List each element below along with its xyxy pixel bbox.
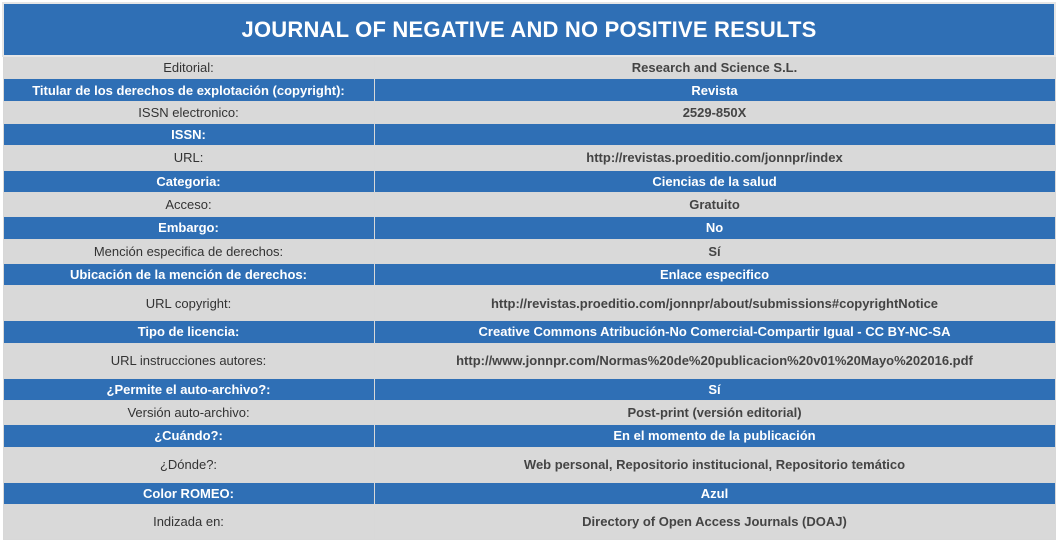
row-value: Enlace especifico xyxy=(373,262,1056,287)
journal-title: JOURNAL OF NEGATIVE AND NO POSITIVE RESU… xyxy=(2,1,1056,58)
row-label: Ubicación de la mención de derechos: xyxy=(2,262,375,287)
row-issn: ISSN: xyxy=(2,122,1056,147)
row-value: Sí xyxy=(373,377,1056,401)
row-archive-version: Versión auto-archivo: Post-print (versió… xyxy=(2,399,1056,426)
row-embargo: Embargo: No xyxy=(2,216,1056,240)
row-rights-mention: Mención especifica de derechos: Sí xyxy=(2,238,1056,265)
row-indexed-in: Indizada en: Directory of Open Access Jo… xyxy=(2,503,1056,541)
row-label: URL: xyxy=(2,145,375,171)
row-editorial: Editorial: Research and Science S.L. xyxy=(2,55,1056,80)
row-label: Mención especifica de derechos: xyxy=(2,238,375,265)
row-label: ¿Dónde?: xyxy=(2,446,375,483)
row-value: http://revistas.proeditio.com/jonnpr/abo… xyxy=(373,285,1056,322)
row-label: Editorial: xyxy=(2,55,375,80)
row-value xyxy=(373,122,1056,147)
row-label: Tipo de licencia: xyxy=(2,320,375,344)
row-self-archiving: ¿Permite el auto-archivo?: Sí xyxy=(2,377,1056,401)
row-label: ¿Permite el auto-archivo?: xyxy=(2,377,375,401)
row-label: Color ROMEO: xyxy=(2,481,375,505)
row-url: URL: http://revistas.proeditio.com/jonnp… xyxy=(2,145,1056,171)
row-value: Directory of Open Access Journals (DOAJ) xyxy=(373,503,1056,541)
row-value: No xyxy=(373,216,1056,240)
row-label: Titular de los derechos de explotación (… xyxy=(2,78,375,102)
row-romeo-color: Color ROMEO: Azul xyxy=(2,481,1056,505)
row-value: http://revistas.proeditio.com/jonnpr/ind… xyxy=(373,145,1056,171)
row-label: URL instrucciones autores: xyxy=(2,342,375,379)
row-label: ISSN electronico: xyxy=(2,100,375,124)
row-label: Categoria: xyxy=(2,169,375,193)
row-value: Azul xyxy=(373,481,1056,505)
row-value: Gratuito xyxy=(373,191,1056,218)
row-copyright-holder: Titular de los derechos de explotación (… xyxy=(2,78,1056,102)
row-value: Post-print (versión editorial) xyxy=(373,399,1056,426)
row-license-type: Tipo de licencia: Creative Commons Atrib… xyxy=(2,320,1056,344)
row-value: Ciencias de la salud xyxy=(373,169,1056,193)
row-value: Web personal, Repositorio institucional,… xyxy=(373,446,1056,483)
row-label: Versión auto-archivo: xyxy=(2,399,375,426)
row-label: Embargo: xyxy=(2,216,375,240)
row-label: Acceso: xyxy=(2,191,375,218)
row-value: Sí xyxy=(373,238,1056,265)
row-url-author-instructions: URL instrucciones autores: http://www.jo… xyxy=(2,342,1056,379)
row-value: http://www.jonnpr.com/Normas%20de%20publ… xyxy=(373,342,1056,379)
row-when: ¿Cuándo?: En el momento de la publicació… xyxy=(2,424,1056,448)
row-category: Categoria: Ciencias de la salud xyxy=(2,169,1056,193)
row-value: Revista xyxy=(373,78,1056,102)
row-value: Creative Commons Atribución-No Comercial… xyxy=(373,320,1056,344)
row-label: ISSN: xyxy=(2,122,375,147)
row-url-copyright: URL copyright: http://revistas.proeditio… xyxy=(2,285,1056,322)
row-value: En el momento de la publicación xyxy=(373,424,1056,448)
row-where: ¿Dónde?: Web personal, Repositorio insti… xyxy=(2,446,1056,483)
row-value: Research and Science S.L. xyxy=(373,55,1056,80)
row-label: URL copyright: xyxy=(2,285,375,322)
row-label: Indizada en: xyxy=(2,503,375,541)
row-value: 2529-850X xyxy=(373,100,1056,124)
row-access: Acceso: Gratuito xyxy=(2,191,1056,218)
row-label: ¿Cuándo?: xyxy=(2,424,375,448)
row-rights-location: Ubicación de la mención de derechos: Enl… xyxy=(2,262,1056,287)
row-issn-electronic: ISSN electronico: 2529-850X xyxy=(2,100,1056,124)
